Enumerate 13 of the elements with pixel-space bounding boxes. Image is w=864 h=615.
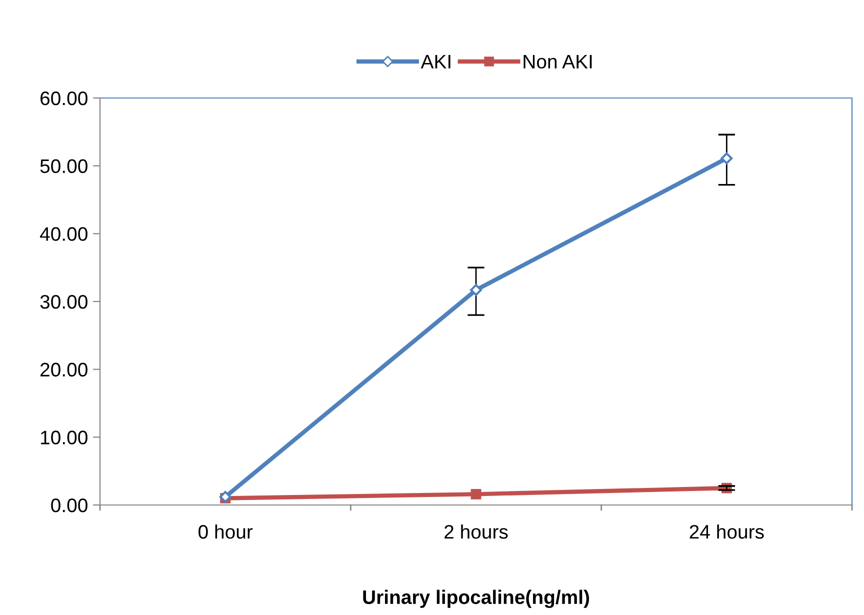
x-tick-label: 0 hour — [198, 524, 253, 539]
x-tick-label: 24 hours — [690, 524, 764, 539]
y-tick-label: 40.00 — [40, 227, 88, 241]
legend-label: AKI — [420, 54, 450, 68]
y-tick-label: 10.00 — [41, 430, 88, 444]
y-tick-label: 0.00 — [51, 498, 88, 512]
x-axis-title: Urinary lipocaline(ng/ml) — [363, 590, 590, 608]
y-tick-label: 60.00 — [40, 91, 88, 106]
legend-label: Non AKI — [524, 54, 592, 69]
x-tick-label: 2 hours — [444, 524, 508, 539]
y-tick-label: 50.00 — [40, 159, 88, 174]
y-tick-label: 30.00 — [40, 294, 88, 309]
y-tick-label: 20.00 — [40, 362, 88, 377]
